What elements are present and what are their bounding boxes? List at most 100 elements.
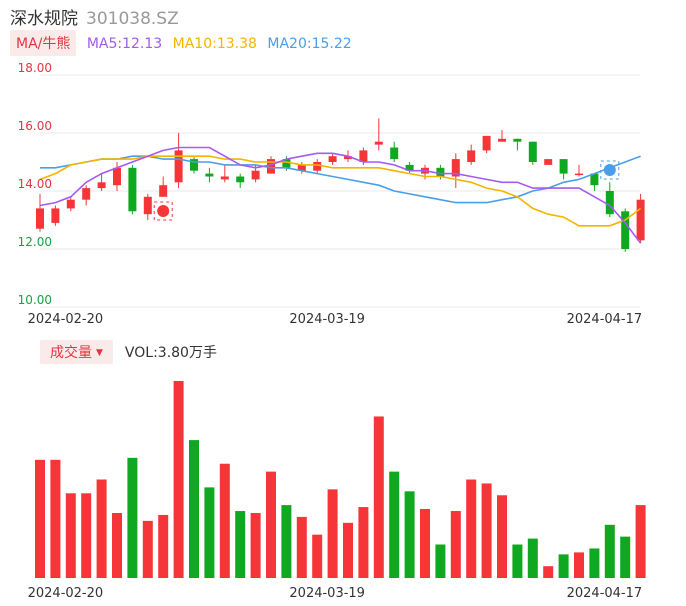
candle-body bbox=[328, 156, 337, 162]
volume-toggle-button[interactable]: 成交量 ▼ bbox=[40, 340, 113, 364]
candle-body bbox=[97, 182, 106, 189]
bull-signal-icon bbox=[153, 201, 173, 221]
y-tick-label: 10.00 bbox=[18, 293, 52, 307]
x-tick-label: 2024-02-20 bbox=[28, 586, 104, 601]
candle-body bbox=[297, 164, 306, 171]
candle-body bbox=[467, 150, 476, 162]
volume-bar bbox=[373, 416, 384, 578]
candle-body bbox=[482, 135, 491, 151]
volume-bar bbox=[35, 459, 45, 578]
volume-bar bbox=[158, 514, 169, 578]
volume-bar bbox=[204, 487, 215, 578]
volume-bar bbox=[312, 534, 323, 578]
y-tick-label: 14.00 bbox=[18, 177, 52, 191]
volume-bar bbox=[127, 457, 138, 578]
volume-bar bbox=[604, 524, 615, 578]
volume-bar bbox=[50, 459, 61, 578]
volume-bar bbox=[512, 544, 523, 578]
stock-code: 301038.SZ bbox=[86, 9, 179, 29]
candle-body bbox=[113, 167, 121, 186]
candle-body bbox=[374, 141, 383, 145]
marker-frame bbox=[153, 201, 173, 221]
moving-average-lines bbox=[39, 146, 642, 244]
candle-body bbox=[559, 159, 568, 174]
x-tick-label: 2024-02-20 bbox=[28, 312, 104, 327]
volume-bar bbox=[81, 493, 92, 578]
volume-bar bbox=[574, 552, 584, 578]
candle-body bbox=[528, 141, 537, 162]
candle-body bbox=[451, 159, 460, 177]
volume-bar bbox=[173, 381, 184, 578]
marker-frame bbox=[600, 160, 620, 180]
x-tick-label: 2024-04-17 bbox=[567, 586, 643, 601]
volume-value: VOL:3.80万手 bbox=[124, 345, 217, 361]
volume-bar bbox=[466, 479, 477, 578]
volume-bar bbox=[620, 536, 631, 578]
candle-body bbox=[590, 173, 599, 186]
volume-bar bbox=[96, 479, 107, 578]
ma-legend: MA/牛熊 MA5:12.13 MA10:13.38 MA20:15.22 bbox=[10, 30, 352, 56]
y-tick-label: 12.00 bbox=[18, 235, 52, 249]
volume-bar bbox=[235, 511, 246, 578]
x-tick-label: 2024-03-19 bbox=[289, 586, 365, 601]
volume-bar bbox=[219, 463, 230, 578]
price-grid bbox=[40, 74, 640, 308]
candle-body bbox=[251, 170, 260, 180]
volume-bar bbox=[281, 505, 292, 578]
candle-body bbox=[390, 147, 399, 160]
candle-body bbox=[143, 196, 152, 215]
candle-body bbox=[236, 176, 245, 183]
y-tick-label: 18.00 bbox=[18, 61, 52, 75]
ma20-line bbox=[40, 155, 641, 204]
ma-toggle-button[interactable]: MA/牛熊 bbox=[10, 30, 77, 56]
volume-bar bbox=[343, 522, 353, 578]
candle-body bbox=[313, 162, 322, 171]
caret-down-icon: ▼ bbox=[96, 348, 103, 358]
volume-toggle-label: 成交量 bbox=[50, 345, 92, 361]
ma5-line bbox=[39, 146, 642, 244]
candle-body bbox=[621, 211, 630, 249]
stock-header: 深水规院 301038.SZ bbox=[10, 4, 179, 29]
stock-name: 深水规院 bbox=[10, 9, 78, 29]
volume-bar bbox=[558, 554, 569, 578]
candle-body bbox=[190, 159, 198, 171]
candle-body bbox=[513, 138, 522, 142]
candle-body bbox=[498, 138, 506, 142]
candle-body bbox=[575, 173, 583, 176]
volume-bar bbox=[589, 548, 600, 578]
candle-body bbox=[51, 208, 60, 223]
candle-body bbox=[436, 167, 445, 177]
marker-dot bbox=[157, 205, 170, 217]
x-tick-label: 2024-03-19 bbox=[289, 312, 365, 327]
volume-bar bbox=[358, 507, 369, 578]
volume-bar bbox=[527, 538, 538, 578]
candle-body bbox=[405, 164, 414, 171]
ma5-legend-item: MA5:12.13 bbox=[86, 36, 163, 52]
volume-bar bbox=[543, 566, 554, 578]
candle-body bbox=[66, 199, 75, 209]
y-tick-label: 16.00 bbox=[18, 119, 52, 133]
volume-bar bbox=[327, 489, 338, 578]
volume-bar bbox=[266, 471, 276, 578]
ma10-line bbox=[39, 155, 642, 227]
volume-bar bbox=[497, 495, 507, 578]
volume-bar bbox=[296, 516, 307, 578]
x-tick-label: 2024-04-17 bbox=[567, 312, 643, 327]
candle-body bbox=[159, 185, 168, 197]
volume-bar bbox=[635, 505, 646, 578]
candle-body bbox=[282, 159, 291, 168]
volume-series bbox=[35, 381, 646, 578]
candle-body bbox=[220, 176, 229, 180]
ma10-legend-item: MA10:13.38 bbox=[172, 36, 257, 52]
volume-legend: 成交量 ▼ VOL:3.80万手 bbox=[40, 340, 217, 364]
volume-bar bbox=[481, 483, 492, 578]
volume-bar bbox=[389, 471, 400, 578]
candle-body bbox=[344, 156, 352, 160]
candle-body bbox=[267, 159, 275, 174]
candlestick-series bbox=[36, 118, 645, 252]
volume-bar bbox=[420, 509, 430, 578]
candle-body bbox=[174, 150, 183, 183]
candle-body bbox=[36, 208, 44, 229]
ma20-legend-item: MA20:15.22 bbox=[267, 36, 352, 52]
candle-body bbox=[636, 199, 645, 241]
